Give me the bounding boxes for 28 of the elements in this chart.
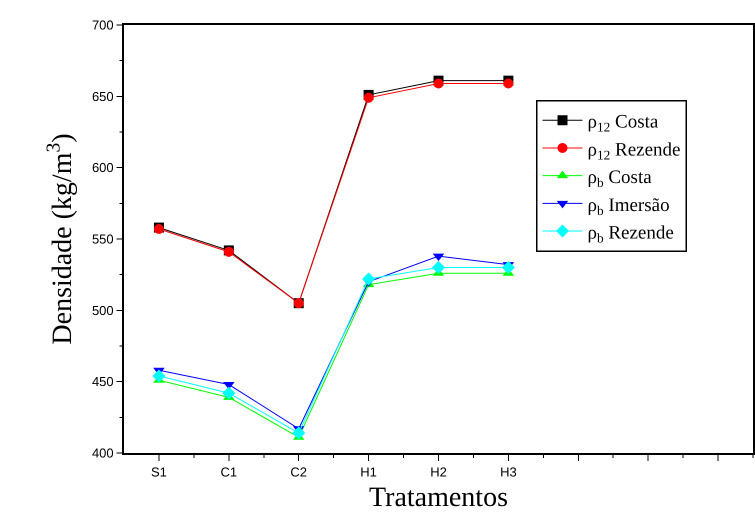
point [292, 426, 306, 440]
point [432, 261, 445, 274]
point [362, 272, 376, 286]
point [222, 386, 236, 400]
legend-label: ρ$_{b}$ Imersão [587, 194, 670, 218]
point [152, 369, 166, 382]
x-tick-label: H1 [360, 464, 377, 480]
legend-label: ρ$_{b}$ Costa [587, 167, 652, 190]
x-tick-label: S1 [150, 464, 167, 480]
x-tick-label: H3 [500, 464, 517, 480]
y-tick-label: 400 [92, 446, 114, 461]
y-tick-label: 700 [92, 18, 114, 33]
legend-label: ρ$_{b}$ Rezende [587, 222, 674, 246]
x-tick-label: C2 [290, 464, 308, 480]
point [502, 261, 515, 274]
x-tick-label: C1 [220, 464, 238, 480]
y-tick-label: 650 [92, 88, 114, 104]
point [434, 78, 444, 88]
x-tick-label: H2 [430, 464, 447, 480]
point [364, 92, 374, 103]
legend-label: ρ$_{12}$ Rezende [587, 139, 680, 162]
y-tick-label: 550 [92, 232, 114, 247]
y-tick-label: 450 [92, 374, 114, 390]
legend-label: ρ$_{12}$ Costa [587, 112, 659, 135]
y-tick-label: 500 [92, 302, 114, 318]
x-axis-title: Tratamentos [369, 482, 508, 513]
point [503, 78, 514, 88]
y-tick-label: 600 [92, 160, 114, 176]
